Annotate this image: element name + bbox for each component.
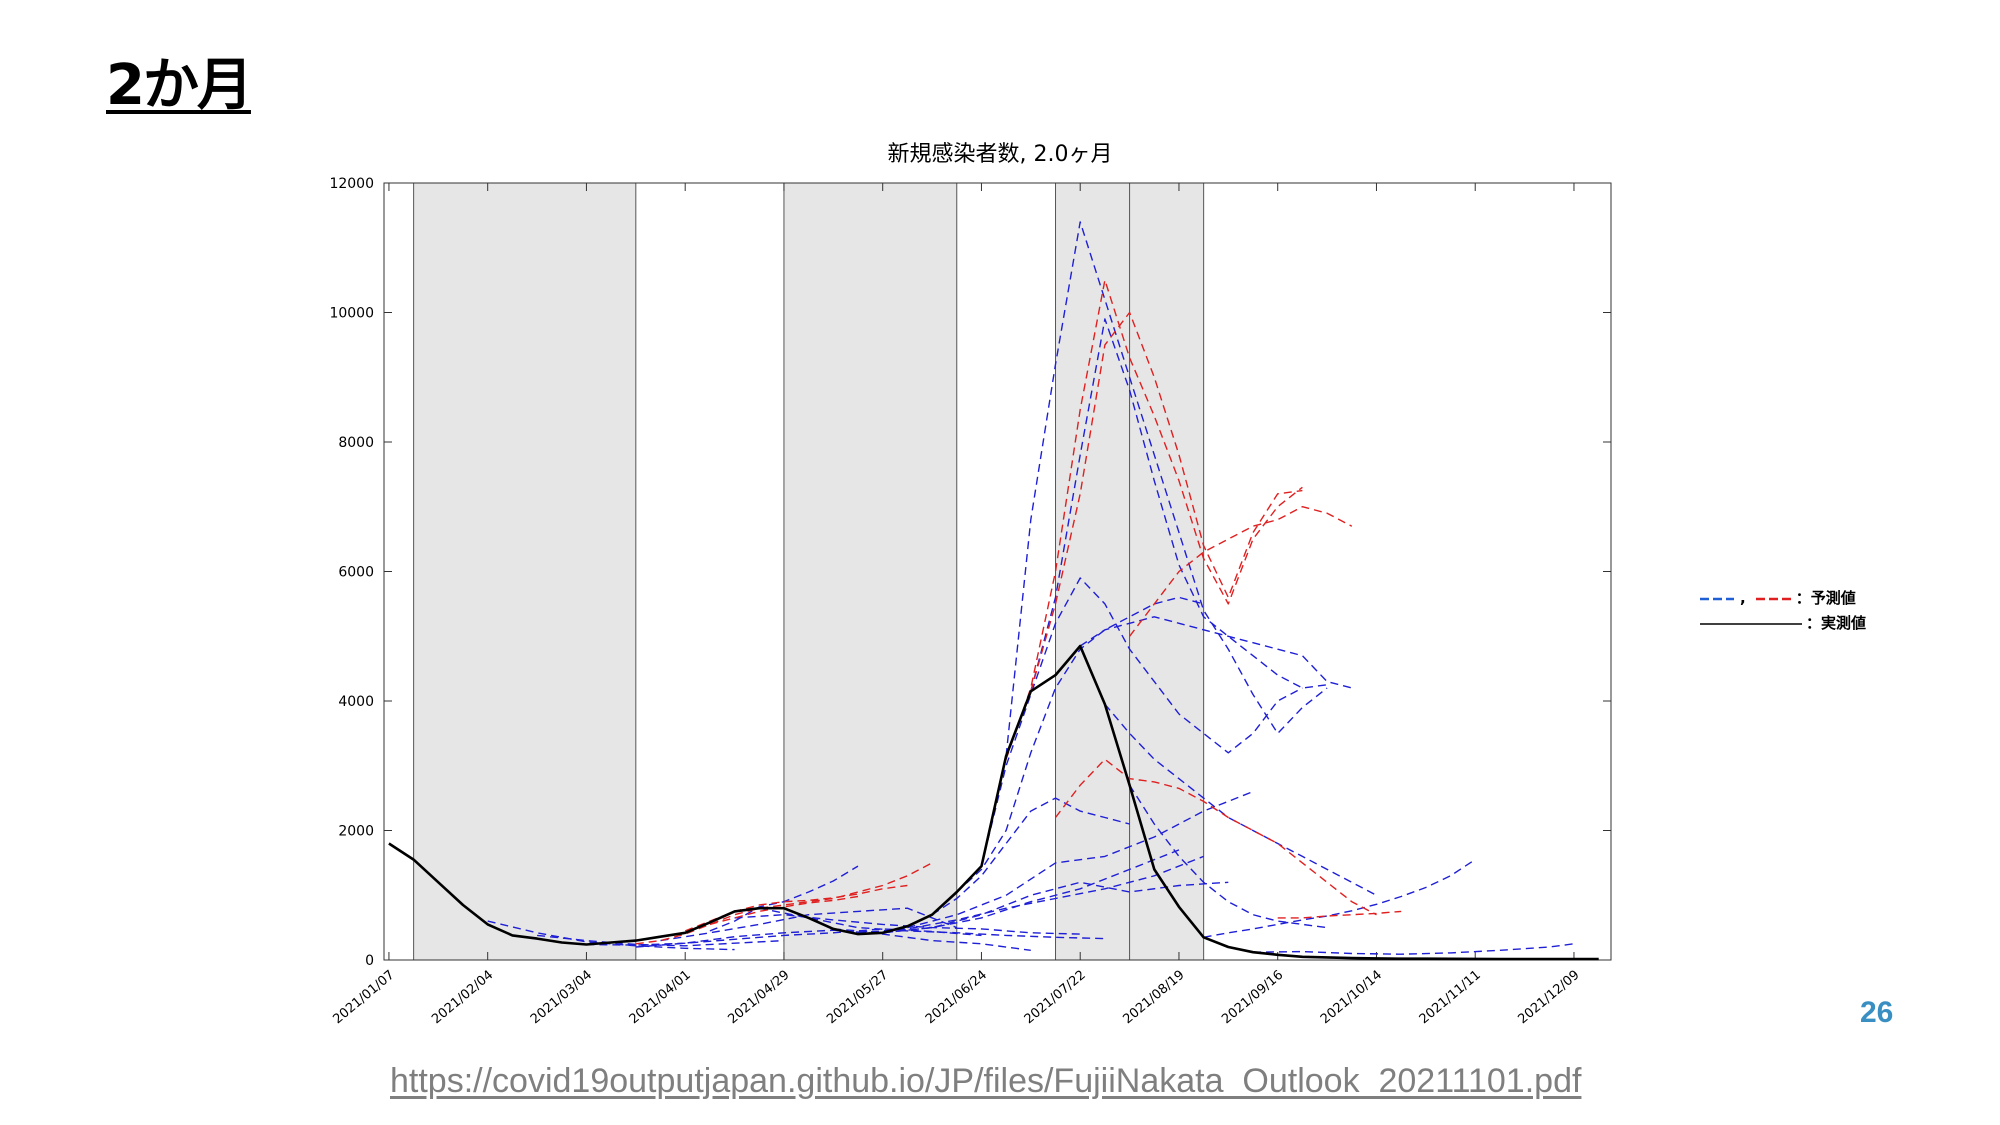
y-tick-label: 10000 xyxy=(329,306,374,322)
x-tick-label: 2021/08/19 xyxy=(1120,968,1187,1028)
series-line-forecast_red-30 xyxy=(1277,910,1402,919)
y-tick-label: 2000 xyxy=(338,824,374,840)
legend-swatch-blue xyxy=(1700,597,1734,600)
x-tick-label: 2021/06/24 xyxy=(923,968,990,1028)
x-tick-label: 2021/12/09 xyxy=(1515,968,1582,1028)
y-tick-label: 12000 xyxy=(329,176,374,192)
shaded-period-1 xyxy=(783,183,957,960)
series-line-forecast_blue-1 xyxy=(487,920,735,951)
source-link[interactable]: https://covid19outputjapan.github.io/JP/… xyxy=(390,1062,1582,1100)
series-line-forecast_blue-6 xyxy=(709,865,859,932)
y-tick-label: 8000 xyxy=(338,435,374,451)
series-line-forecast_blue-2 xyxy=(537,934,784,947)
series-line-forecast_blue-8 xyxy=(759,907,1105,940)
shaded-period-3 xyxy=(1129,183,1204,960)
series-line-forecast_blue-19 xyxy=(1104,703,1377,896)
series-line-forecast_red-23 xyxy=(635,862,933,945)
series-line-forecast_blue-11 xyxy=(882,881,1229,934)
series-line-forecast_blue-12 xyxy=(907,790,1254,929)
shaded-period-0 xyxy=(413,183,636,960)
legend: , ：予測値 ：実測値 xyxy=(1700,586,1866,636)
slide-title: 2か月 xyxy=(106,53,253,118)
x-tick-label: 2021/01/07 xyxy=(330,968,397,1028)
series-line-forecast_blue-22 xyxy=(1252,943,1575,955)
x-tick-label: 2021/11/11 xyxy=(1417,968,1484,1028)
legend-separator: , xyxy=(1740,589,1746,607)
series-line-forecast_blue-10 xyxy=(857,855,1204,934)
x-tick-label: 2021/03/04 xyxy=(528,968,595,1028)
y-tick-label: 4000 xyxy=(338,694,374,710)
page-number: 26 xyxy=(1860,996,1894,1029)
series-line-forecast_blue-5 xyxy=(660,907,958,942)
x-tick-label: 2021/05/27 xyxy=(824,968,891,1028)
series-line-forecast_blue-13 xyxy=(931,797,1130,916)
series-line-forecast_red-29 xyxy=(1129,506,1353,637)
x-tick-label: 2021/07/22 xyxy=(1022,968,1089,1028)
legend-row-actual: ：実測値 xyxy=(1700,611,1866,636)
series-line-forecast_blue-18 xyxy=(1079,616,1352,689)
y-tick-label: 0 xyxy=(365,953,374,969)
legend-row-forecast: , ：予測値 xyxy=(1700,586,1866,611)
series-line-forecast_blue-16 xyxy=(1005,221,1328,757)
series-line-forecast_blue-20 xyxy=(1129,784,1328,929)
series-line-forecast_red-28 xyxy=(1054,758,1377,916)
series-line-actual xyxy=(388,644,1599,961)
y-tick-label: 6000 xyxy=(338,565,374,581)
legend-actual-label: ：実測値 xyxy=(1806,614,1867,632)
series-line-forecast_blue-21 xyxy=(1203,859,1476,938)
series-line-forecast_blue-17 xyxy=(1030,318,1328,692)
series-line-forecast_blue-15 xyxy=(980,577,1303,867)
legend-forecast-label: ：予測値 xyxy=(1795,589,1856,607)
shaded-period-2 xyxy=(1055,183,1130,960)
legend-swatch-red xyxy=(1755,597,1792,600)
series-line-forecast_red-27 xyxy=(1030,311,1303,692)
chart-title: 新規感染者数, 2.0ヶ月 xyxy=(887,142,1113,167)
x-tick-label: 2021/04/01 xyxy=(627,968,694,1028)
x-tick-label: 2021/02/04 xyxy=(429,968,496,1028)
legend-swatch-black xyxy=(1700,622,1802,625)
x-tick-label: 2021/04/29 xyxy=(725,968,792,1028)
x-tick-label: 2021/10/14 xyxy=(1318,968,1385,1028)
x-tick-label: 2021/09/16 xyxy=(1219,968,1286,1028)
